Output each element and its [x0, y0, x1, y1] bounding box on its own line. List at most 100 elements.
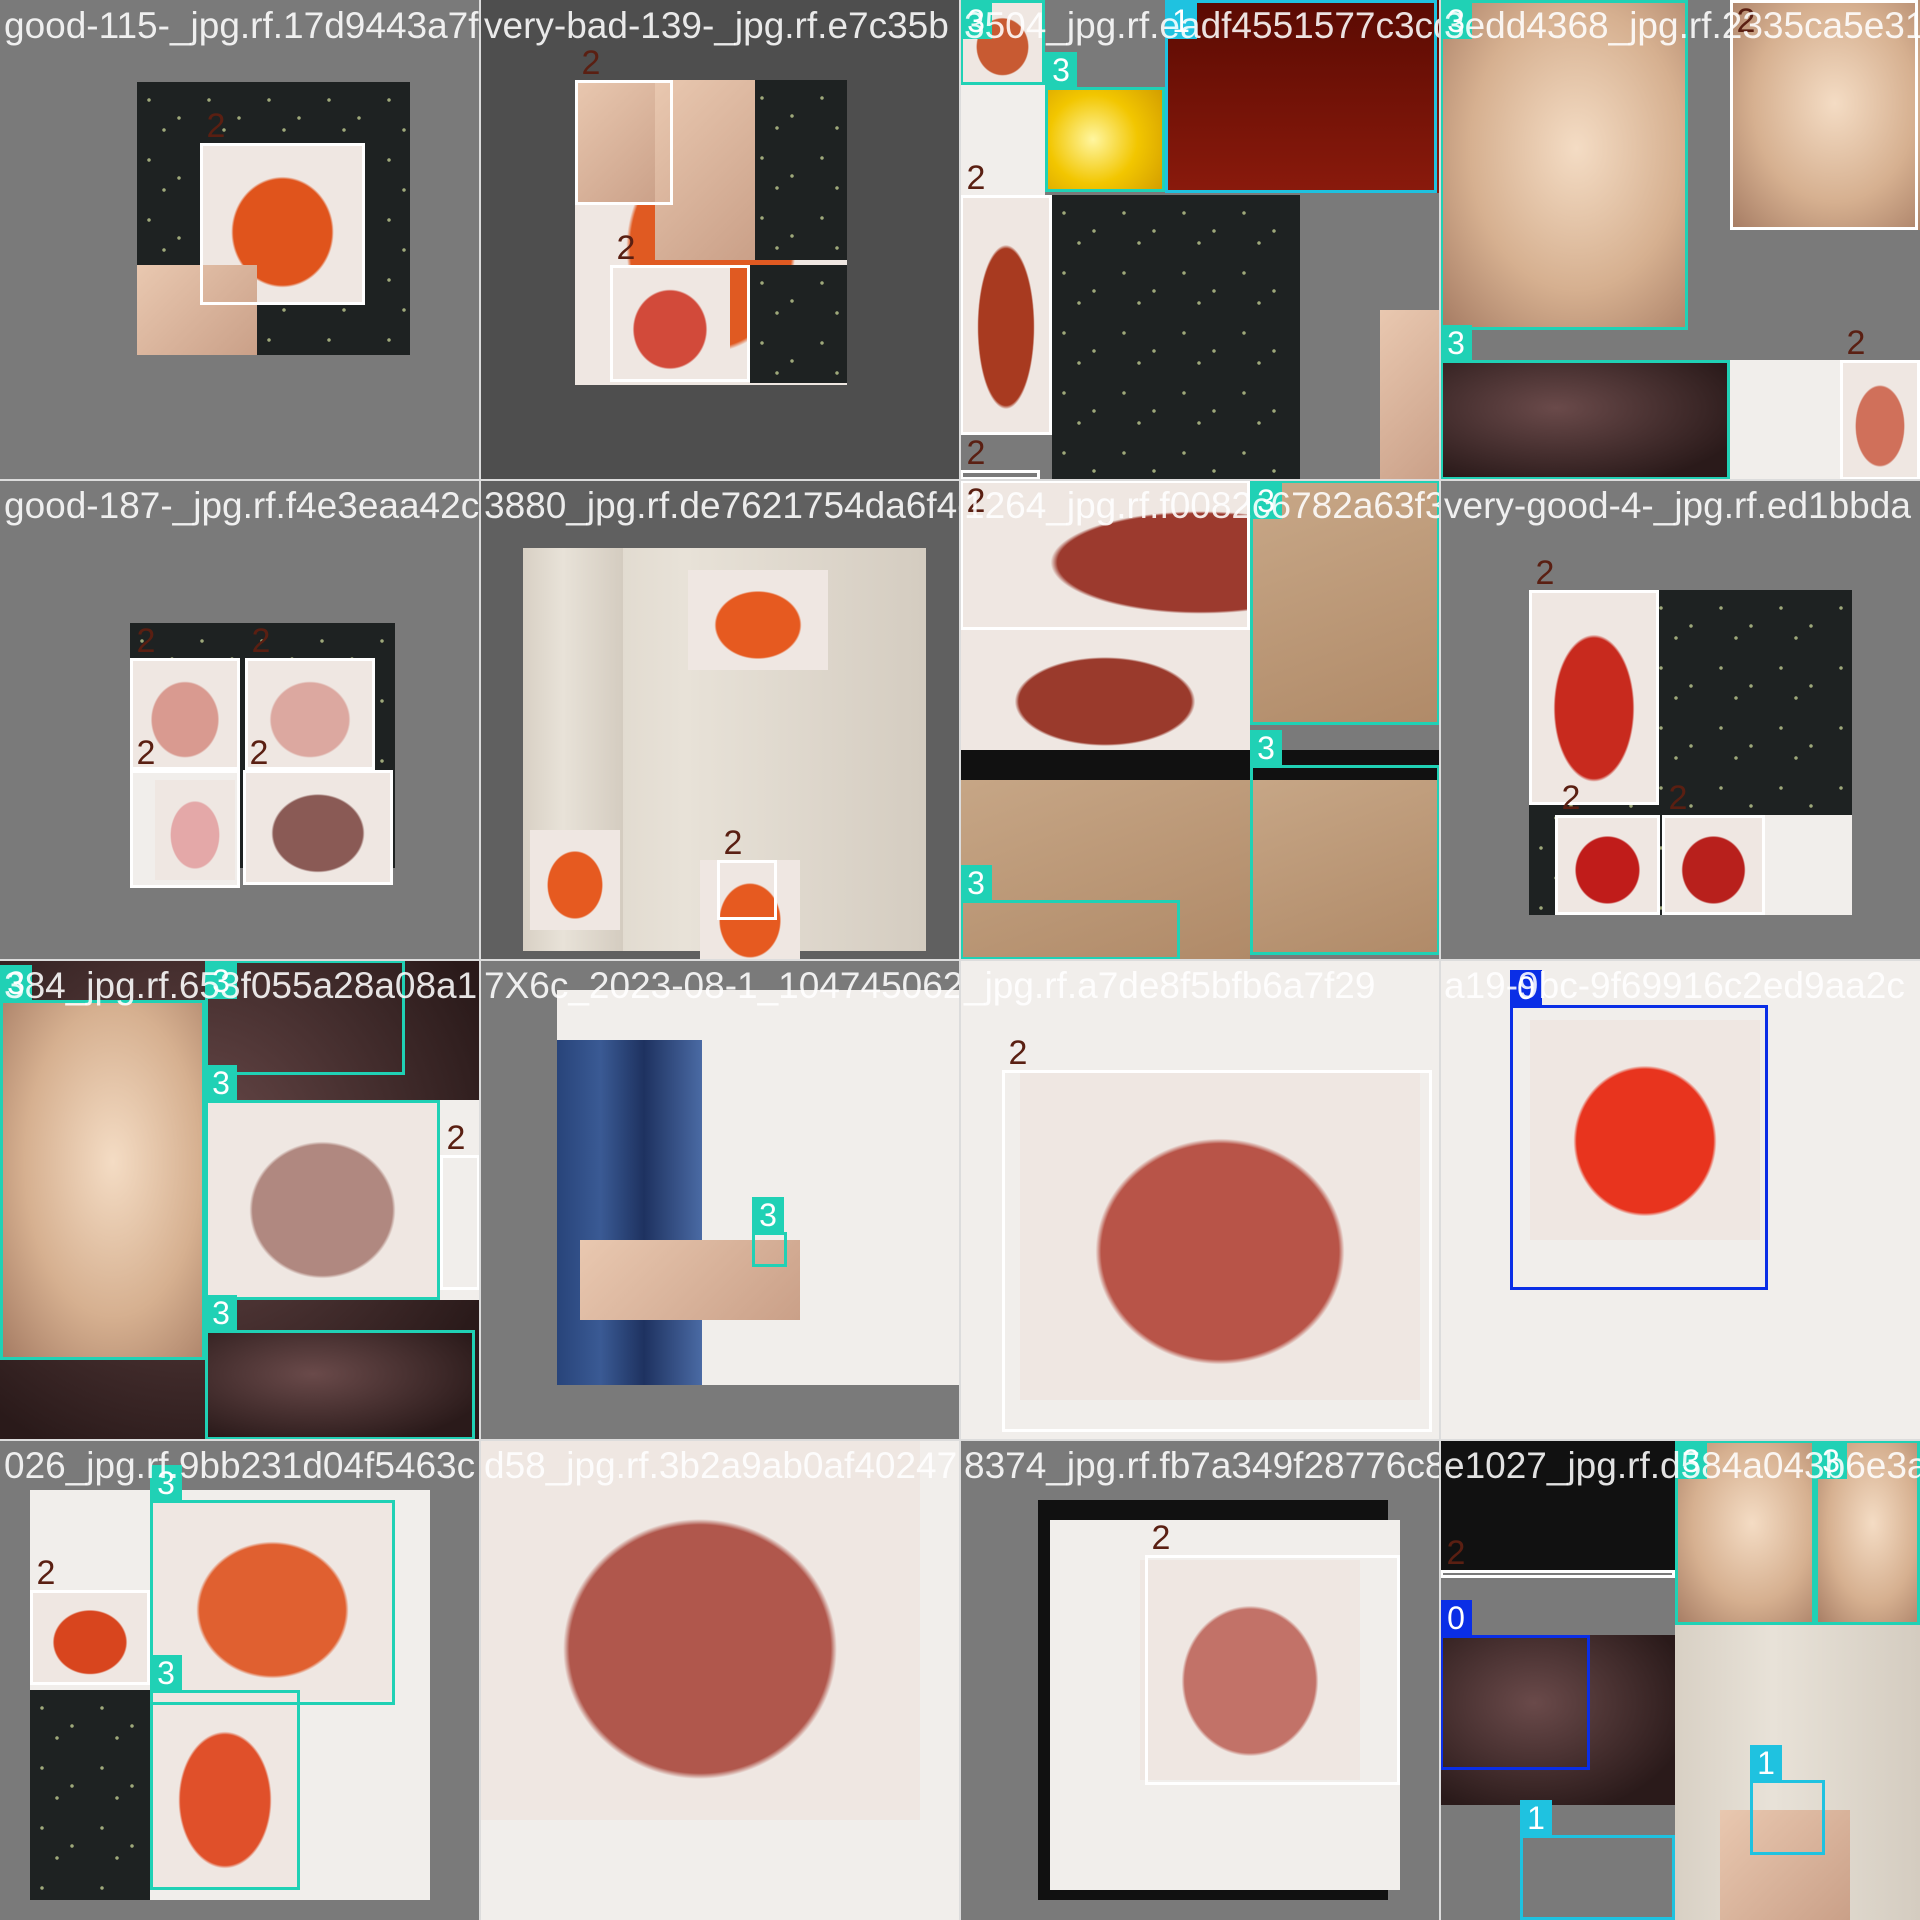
bounding-box-class-2: 2: [1555, 780, 1660, 915]
class-label-badge: 1: [1750, 1745, 1782, 1781]
dark-red-photo-patch: [1168, 0, 1440, 193]
mosaic-tile: 3 2 3 2 3edd4368_jpg.rf.2335ca5e31: [1440, 0, 1920, 480]
bounding-box-class-2: 2: [130, 735, 240, 888]
mosaic-tile: 2 8374_jpg.rf.fb7a349f28776c8: [960, 1440, 1440, 1920]
class-label-badge: 3: [0, 965, 32, 1001]
tomato-photo: [205, 1100, 440, 1300]
bounding-box-class-2: 2: [243, 735, 393, 885]
class-label-badge: 2: [581, 44, 601, 82]
bounding-box-class-2: 2: [1145, 1520, 1400, 1785]
yellow-photo-patch: [1045, 87, 1165, 192]
class-label-badge: 3: [1250, 730, 1282, 766]
class-label-badge: 2: [616, 229, 636, 267]
bounding-box-class-2: 2: [30, 1555, 150, 1685]
tomato-photo: [150, 1500, 395, 1700]
white-photo-patch: [960, 85, 1045, 195]
image-filename: 1264_jpg.rf.f0082c6782a63f3: [964, 485, 1440, 526]
bounding-box-class-2: 2: [610, 230, 750, 382]
image-filename: d58_jpg.rf.3b2a9ab0af40247: [484, 1445, 958, 1486]
image-filename: 8374_jpg.rf.fb7a349f28776c8: [964, 1445, 1440, 1486]
bounding-box-class-2: 2: [960, 480, 1250, 630]
dark-brown-photo-patch: [1440, 1635, 1675, 1805]
dark-brown-photo-patch: [1440, 360, 1730, 480]
blur-skin-photo-patch: [1440, 0, 1688, 330]
bounding-box-class-3: 3: [205, 1065, 440, 1300]
class-label-badge: 3: [1045, 52, 1077, 88]
bounding-box-class-3: 3: [150, 1465, 395, 1705]
tomato-photo: [155, 780, 235, 880]
bounding-box-class-1: 1: [1750, 1745, 1825, 1855]
class-label-badge: 2: [723, 824, 743, 862]
bounding-box-class-2: 2: [575, 45, 673, 205]
class-label-badge: 2: [1446, 1534, 1466, 1572]
image-filename: a19-9bc-9f69916c2ed9aa2c: [1444, 965, 1905, 1006]
class-label-badge: 3: [752, 1197, 784, 1233]
tomato-photo: [610, 265, 730, 382]
tomato-photo: [30, 1590, 150, 1685]
bounding-box-class-1: 1: [1165, 0, 1437, 193]
dark-photo-patch: [1440, 1440, 1675, 1570]
bounding-box-class-3: 3: [1815, 1440, 1920, 1625]
stars-photo-patch: [750, 80, 847, 260]
blur-skin-photo-patch: [0, 1000, 205, 1360]
mosaic-tile: 2 3 3 3 1264_jpg.rf.f0082c6782a63f3: [960, 480, 1440, 960]
mosaic-tile: 2 2 very-bad-139-_jpg.rf.e7c35b: [480, 0, 960, 480]
image-filename: 3880_jpg.rf.de7621754da6f4c: [484, 485, 960, 526]
tomato-photo: [1529, 590, 1659, 805]
bounding-box-class-3: 3: [150, 1655, 300, 1890]
class-label-badge: 2: [36, 1554, 56, 1592]
tomato-photo: [960, 195, 1052, 435]
bounding-box-class-3: 3: [960, 865, 1180, 960]
bounding-box-class-2: 2: [1529, 555, 1659, 805]
mosaic-tile: 3 3 3 2 3 384_jpg.rf.653f055a28a08a1: [0, 960, 480, 1440]
bounding-box-class-3: 3: [1250, 730, 1440, 955]
mosaic-tile: 2 3880_jpg.rf.de7621754da6f4c: [480, 480, 960, 960]
class-label-badge: 3: [205, 1065, 237, 1101]
grid-divider: [0, 959, 1920, 961]
skin-photo-patch: [575, 80, 661, 205]
tomato-photo: [245, 658, 375, 770]
class-label-badge: 3: [1440, 325, 1472, 361]
class-label-badge: 2: [1561, 779, 1581, 817]
class-label-badge: 2: [966, 434, 986, 472]
class-label-badge: 2: [249, 734, 269, 772]
tomato-photo: [700, 860, 800, 960]
tomato-photo: [1662, 815, 1765, 915]
class-label-badge: 1: [1165, 3, 1197, 39]
mosaic-tile: 2 2 2 2 good-187-_jpg.rf.f4e3eaa42c: [0, 480, 480, 960]
skin-photo-patch: [1720, 1810, 1850, 1920]
tomato-photo: [130, 658, 240, 770]
curtain-photo-patch: [557, 1040, 702, 1385]
class-label-badge: 2: [1151, 1519, 1171, 1557]
bounding-box-class-3: 3: [1250, 480, 1440, 725]
cardboard-photo-patch: [1250, 480, 1440, 725]
tomato-photo: [530, 830, 620, 930]
class-label-badge: 3: [1815, 1443, 1847, 1479]
tomato-photo: [688, 570, 828, 670]
class-label-badge: 2: [1846, 324, 1866, 362]
bounding-box-class-2: 2: [1662, 780, 1765, 915]
bounding-box-class-2: 2: [200, 108, 365, 305]
dark-brown-photo-patch: [205, 1330, 475, 1440]
bounding-box-class-3: 3: [205, 960, 405, 1075]
bounding-box-class-3: 3: [960, 0, 1045, 85]
bounding-box-class-2: 2: [1730, 0, 1918, 230]
image-filename: good-187-_jpg.rf.f4e3eaa42c: [4, 485, 480, 526]
mosaic-tile: 2 good-115-_jpg.rf.17d9443a7fcd199b68d39c…: [0, 0, 480, 480]
class-label-badge: 2: [446, 1119, 466, 1157]
white-photo-patch: [1765, 815, 1852, 915]
image-filename: e1027_jpg.rf.d584a043b6e3a8b: [1444, 1445, 1920, 1486]
mosaic-tile: 3 3 1 2 2 3504_jpg.rf.eadf4551577c3cd902: [960, 0, 1440, 480]
class-label-badge: 2: [1008, 1034, 1028, 1072]
white-photo-patch: [440, 1100, 480, 1300]
class-label-badge: 0: [1510, 970, 1542, 1006]
class-label-badge: 2: [206, 107, 226, 145]
class-label-badge: 3: [150, 1465, 182, 1501]
class-label-badge: 3: [960, 3, 992, 39]
class-label-badge: 3: [1675, 1443, 1707, 1479]
bounding-box-class-0: 0: [1510, 970, 1768, 1290]
image-filename: 026_jpg.rf.9bb231d04f5463c: [4, 1445, 476, 1486]
cardboard-photo-patch: [1250, 765, 1440, 955]
class-label-badge: 2: [136, 622, 156, 660]
